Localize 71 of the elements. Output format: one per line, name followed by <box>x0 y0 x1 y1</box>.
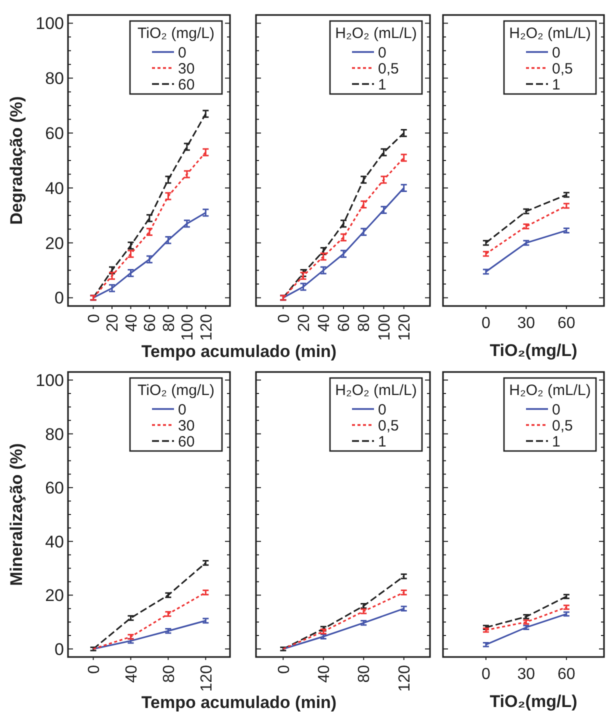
legend-title: H₂O₂ (mL/L) <box>335 382 417 399</box>
legend-label: 0 <box>378 401 386 418</box>
x-tick-label: 40 <box>123 314 140 332</box>
legend-label: 0,5 <box>552 60 573 78</box>
legend-label: 0 <box>178 44 186 62</box>
y-axis-title: Mineralização (%) <box>7 443 26 586</box>
x-tick-label: 40 <box>123 664 140 683</box>
y-tick-label: 100 <box>36 14 64 34</box>
legend-label: 30 <box>178 417 195 434</box>
x-tick-label: 100 <box>180 314 197 341</box>
x-axis-title: Tempo acumulado (min) <box>141 693 337 712</box>
legend-label: 0 <box>378 44 386 62</box>
x-tick-label: 120 <box>198 664 216 692</box>
y-tick-label: 0 <box>54 640 64 659</box>
x-tick-label: 0 <box>86 314 103 323</box>
legend-label: 1 <box>552 76 560 94</box>
x-tick-label: 60 <box>558 315 576 332</box>
y-tick-label: 80 <box>45 424 64 444</box>
x-tick-label: 60 <box>142 314 160 332</box>
y-axis-title: Degradação (%) <box>7 96 26 225</box>
legend-label: 0,5 <box>378 60 399 78</box>
x-tick-label: 30 <box>517 315 536 332</box>
y-tick-label: 60 <box>45 124 64 143</box>
x-tick-label: 20 <box>104 314 122 332</box>
x-tick-label: 60 <box>336 314 354 332</box>
x-tick-label: 120 <box>396 314 414 341</box>
x-tick-label: 80 <box>160 664 178 683</box>
x-tick-label: 80 <box>356 664 374 683</box>
legend-label: 1 <box>378 76 386 94</box>
x-axis-title: TiO₂(mg/L) <box>490 692 578 711</box>
x-tick-label: 0 <box>481 666 490 683</box>
x-tick-label: 80 <box>356 314 374 332</box>
legend-label: 0,5 <box>378 417 399 434</box>
legend-label: 0 <box>552 44 560 62</box>
y-tick-label: 0 <box>54 288 64 308</box>
legend-label: 0 <box>178 401 186 418</box>
x-tick-label: 100 <box>376 314 394 341</box>
y-tick-label: 60 <box>45 478 64 498</box>
legend-label: 60 <box>178 433 195 450</box>
legend-label: 1 <box>552 433 560 450</box>
y-tick-label: 20 <box>45 234 64 253</box>
x-tick-label: 120 <box>198 314 216 341</box>
y-tick-label: 40 <box>45 178 64 198</box>
legend-label: 30 <box>178 60 195 78</box>
legend-title: H₂O₂ (mL/L) <box>335 25 417 42</box>
x-tick-label: 30 <box>517 666 536 683</box>
x-tick-label: 120 <box>396 664 414 692</box>
x-axis-title: Tempo acumulado (min) <box>141 342 337 361</box>
y-tick-label: 20 <box>45 586 64 606</box>
x-tick-label: 80 <box>160 314 178 332</box>
y-tick-label: 40 <box>45 532 64 552</box>
y-tick-label: 80 <box>45 69 64 88</box>
x-tick-label: 0 <box>276 664 293 674</box>
x-tick-label: 60 <box>558 666 576 683</box>
x-tick-label: 0 <box>86 664 103 674</box>
line-series <box>92 212 206 299</box>
legend-title: TiO₂ (mg/L) <box>138 25 214 42</box>
legend-label: 0 <box>552 401 560 418</box>
x-tick-label: 40 <box>316 314 333 332</box>
y-tick-label: 100 <box>36 371 64 390</box>
x-axis-title: TiO₂(mg/L) <box>490 341 578 360</box>
legend-title: H₂O₂ (mL/L) <box>509 25 591 42</box>
legend-label: 1 <box>378 433 386 450</box>
legend-label: 60 <box>178 76 195 94</box>
x-tick-label: 0 <box>276 314 293 323</box>
x-tick-label: 0 <box>481 315 490 332</box>
legend-title: H₂O₂ (mL/L) <box>509 382 591 399</box>
legend-title: TiO₂ (mg/L) <box>138 382 214 399</box>
legend-label: 0,5 <box>552 417 573 434</box>
x-tick-label: 20 <box>296 314 313 332</box>
x-tick-label: 40 <box>316 664 333 683</box>
